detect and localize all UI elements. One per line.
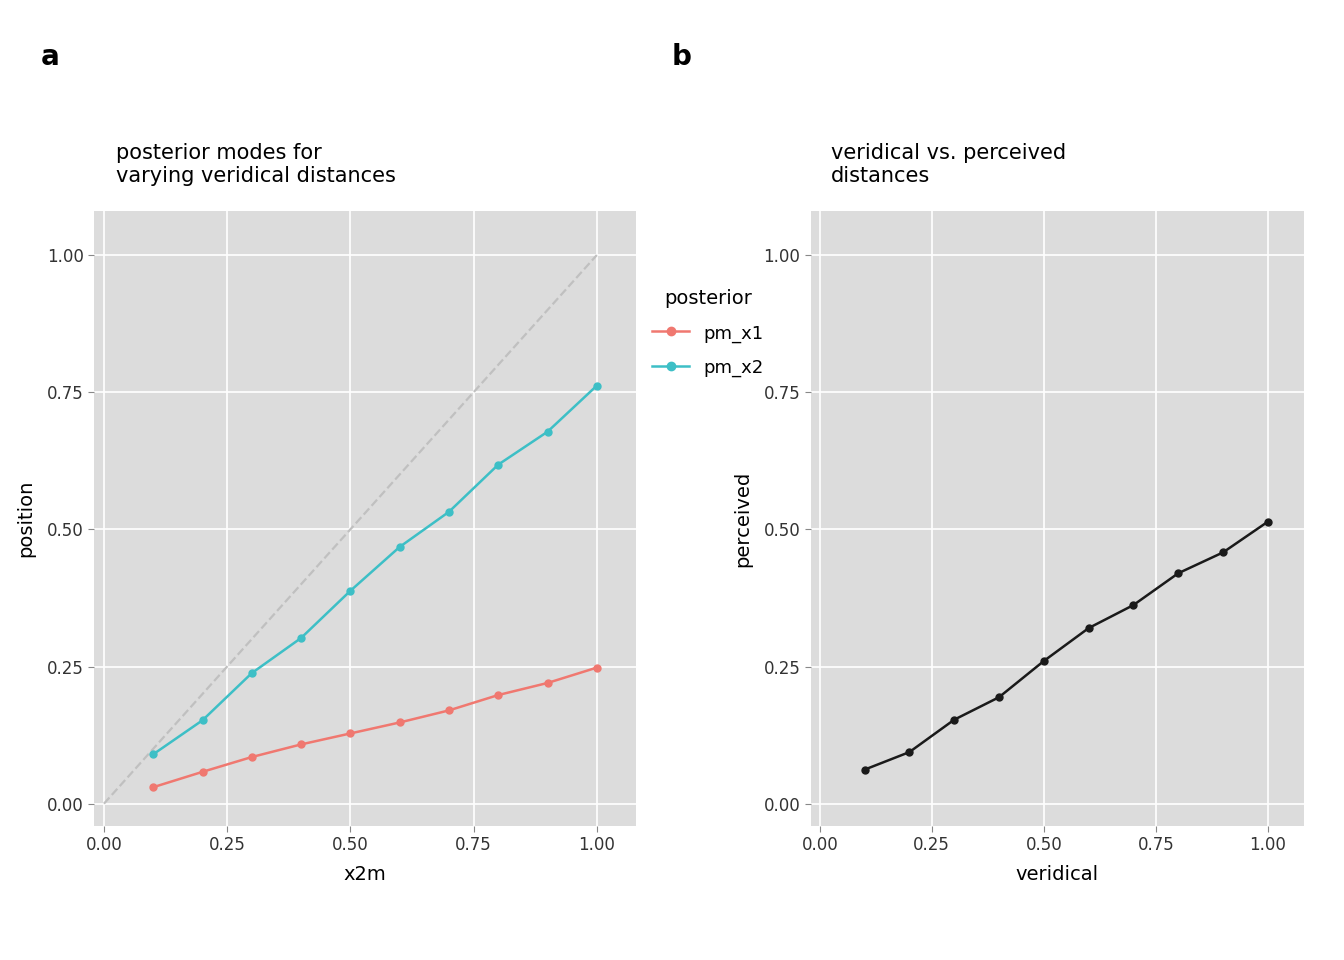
pm_x2 [293, 633, 309, 644]
X-axis label: veridical: veridical [1016, 865, 1099, 884]
pm_x1 [145, 781, 161, 793]
pm_x1 [293, 738, 309, 750]
Text: b: b [672, 43, 692, 71]
Text: a: a [40, 43, 59, 71]
pm_x1 [195, 766, 211, 778]
pm_x1 [441, 705, 457, 716]
pm_x1 [343, 728, 359, 739]
Line: pm_x2: pm_x2 [149, 382, 601, 757]
pm_x2 [441, 506, 457, 517]
X-axis label: x2m: x2m [344, 865, 387, 884]
Legend: pm_x1, pm_x2: pm_x1, pm_x2 [636, 273, 780, 394]
Y-axis label: position: position [16, 480, 36, 557]
pm_x2 [343, 585, 359, 596]
Text: veridical vs. perceived
distances: veridical vs. perceived distances [831, 143, 1066, 186]
pm_x2 [195, 714, 211, 726]
pm_x1 [589, 661, 605, 673]
pm_x2 [491, 459, 507, 470]
pm_x2 [243, 667, 259, 679]
pm_x1 [491, 689, 507, 701]
Text: posterior modes for
varying veridical distances: posterior modes for varying veridical di… [116, 143, 395, 186]
pm_x2 [589, 380, 605, 392]
pm_x2 [539, 426, 555, 438]
Line: pm_x1: pm_x1 [149, 664, 601, 791]
pm_x2 [391, 541, 407, 553]
pm_x2 [145, 749, 161, 760]
pm_x1 [391, 717, 407, 729]
pm_x1 [539, 677, 555, 688]
Y-axis label: perceived: perceived [734, 470, 753, 566]
pm_x1 [243, 752, 259, 763]
